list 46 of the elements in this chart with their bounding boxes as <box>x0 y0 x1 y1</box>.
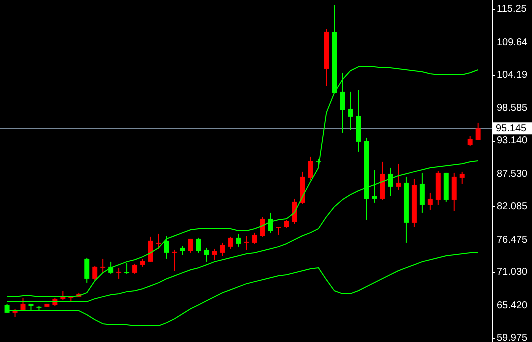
candlestick <box>20 297 26 310</box>
candlestick <box>308 156 314 180</box>
candlestick <box>156 233 162 250</box>
y-tick-label: 104.19 <box>497 70 528 81</box>
y-tick-label: 87.530 <box>497 168 528 180</box>
y-tick-label: 98.585 <box>497 103 528 114</box>
candlestick <box>196 237 202 254</box>
candlestick <box>468 136 473 146</box>
candlestick <box>340 72 346 134</box>
candlestick <box>388 167 393 196</box>
candlestick <box>172 249 178 272</box>
y-tick-label: 76.475 <box>497 234 528 246</box>
candlestick <box>124 262 130 274</box>
candlestick <box>244 235 250 250</box>
y-tick-label: 109.64 <box>497 37 528 48</box>
candlestick <box>116 267 122 280</box>
candlestick <box>92 265 98 280</box>
candlestick <box>260 216 266 238</box>
y-tick-label: 82.085 <box>497 201 528 212</box>
candlestick <box>372 169 378 204</box>
candlestick <box>228 236 234 250</box>
candlestick <box>348 91 354 130</box>
candlestick <box>420 172 425 214</box>
candlestick <box>252 232 258 244</box>
ref-line-label: 95.145 <box>496 124 528 135</box>
y-tick-label: 93.140 <box>497 136 528 147</box>
candlestick <box>84 257 90 284</box>
y-tick-label: 65.420 <box>497 300 528 312</box>
candlestick <box>148 236 154 262</box>
candlestick <box>212 248 218 260</box>
candlestick <box>452 172 457 212</box>
candlestick <box>164 235 170 260</box>
candlestick <box>188 238 194 254</box>
candlestick <box>204 247 210 262</box>
y-tick-label: 59.975 <box>497 332 528 342</box>
candlestick <box>132 263 138 274</box>
candlestick <box>460 171 465 184</box>
candlestick <box>396 163 401 190</box>
y-tick-label: 71.030 <box>497 267 528 278</box>
candlestick <box>428 192 433 210</box>
candlestick <box>476 122 481 140</box>
candlestick <box>220 242 226 256</box>
candlestick <box>292 198 298 224</box>
y-tick-label: 115.25 <box>497 4 528 15</box>
candlestick <box>100 258 106 274</box>
candlestick <box>236 233 242 248</box>
